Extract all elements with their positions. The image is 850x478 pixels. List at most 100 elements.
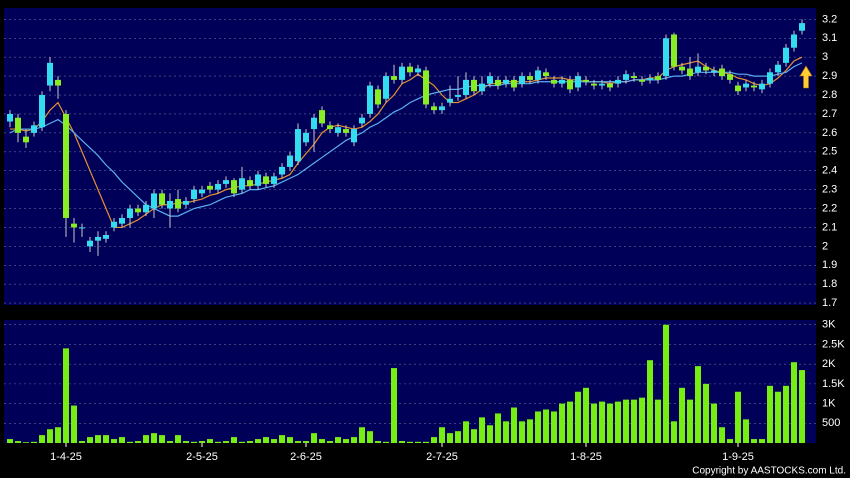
y-tick-label: 1K	[822, 397, 836, 409]
volume-bar	[319, 439, 325, 443]
candle-body	[775, 64, 781, 73]
candle-body	[751, 85, 757, 88]
candle-body	[247, 180, 253, 186]
candle-body	[63, 113, 69, 218]
volume-bar	[343, 439, 349, 443]
moving-average-line	[9, 62, 803, 217]
volume-bar	[79, 441, 85, 443]
candle-body	[519, 76, 525, 84]
volume-bar	[287, 437, 293, 443]
candle-body	[567, 79, 573, 90]
volume-bar	[591, 403, 597, 443]
volume-bar	[631, 399, 637, 443]
volume-bar	[407, 441, 413, 443]
x-tick-label: 1-8-25	[570, 451, 602, 463]
candle-body	[543, 72, 549, 77]
volume-bar	[615, 401, 621, 443]
volume-bar	[663, 324, 669, 443]
candle-body	[799, 23, 805, 31]
candle-body	[415, 68, 421, 73]
volume-bar	[39, 435, 45, 443]
volume-bar	[431, 437, 437, 443]
y-tick-label: 2K	[822, 358, 836, 370]
volume-bar	[127, 441, 133, 443]
candle-body	[135, 208, 141, 213]
candle-body	[631, 76, 637, 78]
y-tick-label: 1.7	[822, 297, 837, 309]
volume-bar	[607, 403, 613, 443]
volume-bar	[599, 401, 605, 443]
volume-bar	[575, 391, 581, 443]
volume-bar	[767, 385, 773, 443]
volume-bar	[103, 435, 109, 443]
candle-body	[663, 38, 669, 77]
candle-body	[599, 83, 605, 86]
y-tick-label: 3K	[822, 319, 836, 331]
candle-body	[759, 83, 765, 90]
candle-body	[47, 62, 53, 86]
volume-bar	[367, 431, 373, 443]
candle-body	[191, 189, 197, 200]
volume-bar	[167, 441, 173, 443]
volume-bar	[775, 391, 781, 443]
volume-bar	[783, 385, 789, 443]
candle-body	[711, 70, 717, 73]
candle-body	[263, 176, 269, 184]
candle-body	[375, 89, 381, 105]
candle-body	[583, 79, 589, 82]
volume-bar	[727, 439, 733, 443]
candle-body	[687, 68, 693, 77]
y-tick-label: 2.5K	[822, 338, 845, 350]
candle-body	[735, 85, 741, 92]
volume-bar	[335, 437, 341, 443]
volume-bar	[695, 366, 701, 443]
volume-bar	[487, 425, 493, 443]
volume-bar	[135, 441, 141, 443]
volume-bar	[503, 421, 509, 443]
volume-bar	[143, 435, 149, 443]
volume-bar	[799, 370, 805, 443]
y-tick-label: 2.2	[822, 202, 837, 214]
y-tick-label: 2.3	[822, 184, 837, 196]
candle-body	[791, 34, 797, 48]
volume-bar	[271, 439, 277, 443]
y-tick-label: 2.4	[822, 165, 837, 177]
candle-body	[271, 176, 277, 184]
candle-body	[335, 127, 341, 133]
candle-body	[87, 240, 93, 247]
candle-body	[151, 193, 157, 209]
volume-bar	[223, 441, 229, 443]
y-tick-label: 2.9	[822, 70, 837, 82]
volume-bar	[743, 419, 749, 443]
candle-body	[183, 200, 189, 205]
x-tick-label: 2-5-25	[186, 451, 218, 463]
candle-body	[15, 117, 21, 133]
volume-bar	[231, 437, 237, 443]
candle-body	[623, 74, 629, 80]
candle-body	[423, 70, 429, 105]
volume-bar	[679, 387, 685, 443]
candle-body	[535, 70, 541, 80]
volume-bar	[423, 441, 429, 443]
volume-bar	[215, 441, 221, 443]
volume-bar	[655, 399, 661, 443]
x-tick-label: 2-7-25	[426, 451, 458, 463]
volume-bar	[439, 427, 445, 443]
volume-bar	[751, 439, 757, 443]
volume-bar	[551, 411, 557, 443]
volume-bar	[311, 433, 317, 443]
volume-bar	[647, 360, 653, 443]
candle-body	[655, 76, 661, 80]
volume-bar	[255, 439, 261, 443]
x-tick-label: 1-4-25	[50, 451, 82, 463]
volume-bar	[199, 441, 205, 443]
candle-body	[615, 79, 621, 84]
x-tick-label: 1-9-25	[722, 451, 754, 463]
candle-body	[111, 221, 117, 228]
candle-body	[327, 125, 333, 130]
candle-body	[479, 83, 485, 92]
candle-body	[487, 76, 493, 84]
volume-bar	[207, 439, 213, 443]
volume-bar	[183, 441, 189, 443]
